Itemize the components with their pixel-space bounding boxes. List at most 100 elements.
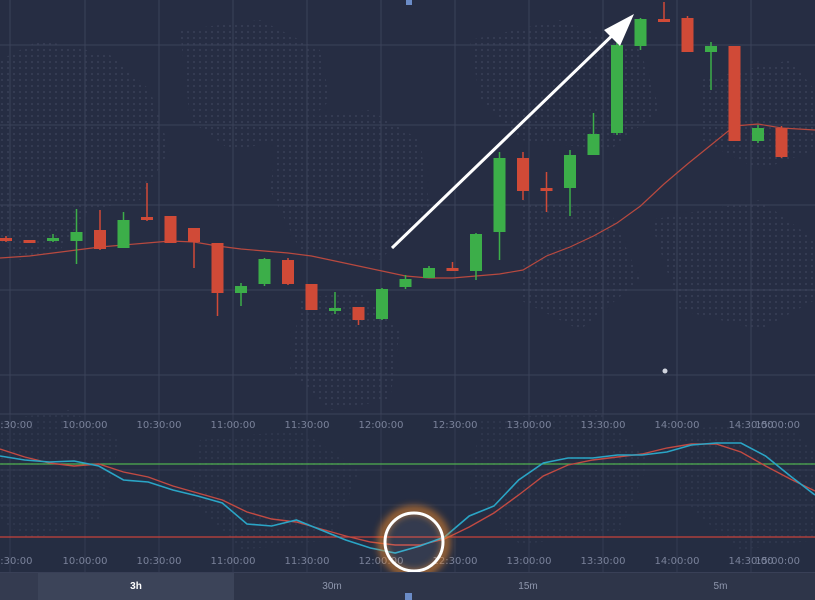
- time-axis-label: 13:00:00: [507, 420, 552, 431]
- candle-body: [117, 220, 130, 248]
- timeframe-15m-button[interactable]: 15m: [518, 581, 538, 592]
- candle: [728, 46, 741, 141]
- time-axis-label: 14:30:00: [729, 556, 774, 567]
- candle-body: [423, 268, 435, 278]
- candle: [211, 243, 224, 316]
- candle: [23, 240, 36, 243]
- candle: [470, 233, 482, 280]
- time-axis-label: 12:30:00: [433, 556, 478, 567]
- candle: [164, 216, 177, 243]
- time-axis-label: 15:00:00: [755, 556, 800, 567]
- candle-body: [517, 158, 529, 191]
- candle-body: [775, 128, 788, 157]
- timeframe-3h-button[interactable]: 3h: [38, 573, 234, 600]
- oscillator-fast-line: [0, 442, 815, 554]
- candle-body: [141, 217, 153, 220]
- candle: [517, 152, 529, 200]
- time-axis-label: 14:30:00: [729, 420, 774, 431]
- candle: [399, 275, 412, 289]
- candle: [235, 283, 247, 306]
- time-axis-label: 15:00:00: [755, 420, 800, 431]
- candle: [70, 209, 83, 264]
- candle-body: [0, 238, 12, 241]
- candle-body: [752, 128, 764, 141]
- time-axis-label: 13:00:00: [507, 556, 552, 567]
- candle-body: [376, 289, 388, 319]
- crossover-highlight-ring: [383, 511, 445, 572]
- cursor-dot: [662, 368, 668, 374]
- candle: [493, 152, 506, 260]
- candle-body: [70, 232, 83, 241]
- timeframe-30m-button[interactable]: 30m: [322, 581, 342, 592]
- crossover-highlight-glow: [378, 506, 450, 572]
- price-chart[interactable]: 09:30:00 10:00:00 10:30:00 11:00:00 11:30:00…: [0, 0, 815, 572]
- bottom-handle[interactable]: [405, 593, 412, 600]
- candle: [564, 150, 576, 216]
- candle: [611, 42, 623, 135]
- candle: [752, 125, 764, 143]
- time-axis-label: 11:00:00: [211, 556, 256, 567]
- time-axis-label: 11:30:00: [285, 420, 330, 431]
- candle-body: [634, 19, 647, 46]
- candle: [540, 172, 553, 212]
- time-axis-label: 10:30:00: [137, 420, 182, 431]
- candle-body: [493, 158, 506, 232]
- candle: [423, 266, 435, 278]
- time-axis-label: 11:30:00: [285, 556, 330, 567]
- time-axis-label: 12:00:00: [359, 556, 404, 567]
- candle-body: [681, 18, 694, 52]
- time-axis-label: 09:30:00: [0, 420, 32, 431]
- candle-body: [235, 286, 247, 293]
- time-axis-top: 09:30:00 10:00:00 10:30:00 11:00:00 11:30:00…: [0, 420, 800, 431]
- time-axis-label: 10:00:00: [63, 420, 108, 431]
- time-axis-label: 12:00:00: [359, 420, 404, 431]
- time-axis-label: 12:30:00: [433, 420, 478, 431]
- candle-body: [540, 188, 553, 191]
- candle-body: [705, 46, 717, 52]
- candle: [376, 288, 388, 320]
- candle: [329, 292, 341, 314]
- candle: [634, 18, 647, 50]
- candle-body: [211, 243, 224, 293]
- candle-body: [446, 268, 459, 271]
- candlestick-series: [0, 2, 788, 325]
- candle-body: [94, 230, 106, 249]
- time-axis-label: 11:00:00: [211, 420, 256, 431]
- time-axis-label: 14:00:00: [655, 420, 700, 431]
- chart-grid: [0, 0, 815, 572]
- candle: [0, 236, 12, 242]
- candle-body: [164, 216, 177, 243]
- time-axis-label: 13:30:00: [581, 556, 626, 567]
- candle-body: [611, 45, 623, 133]
- candle: [587, 113, 600, 155]
- time-axis-label: 13:30:00: [581, 420, 626, 431]
- candle-body: [188, 228, 200, 242]
- trend-arrow-shaft: [390, 26, 622, 250]
- candle: [258, 258, 271, 286]
- candle: [141, 183, 153, 221]
- timeframe-bar-left-pad: [0, 573, 38, 600]
- candle-body: [399, 279, 412, 287]
- candle: [282, 258, 294, 285]
- candle-body: [329, 308, 341, 311]
- timeframe-5m-button[interactable]: 5m: [713, 581, 728, 592]
- candle-body: [352, 307, 365, 320]
- candle-body: [587, 134, 600, 155]
- candle-body: [728, 46, 741, 141]
- trend-arrow-head: [604, 14, 634, 46]
- candle-body: [258, 259, 271, 284]
- candle: [446, 262, 459, 271]
- candle: [705, 42, 717, 90]
- time-axis-label: 10:30:00: [137, 556, 182, 567]
- top-handle[interactable]: [406, 0, 412, 5]
- candle-body: [282, 260, 294, 284]
- time-axis-label: 14:00:00: [655, 556, 700, 567]
- candle: [681, 16, 694, 52]
- candle-body: [305, 284, 318, 310]
- candle: [658, 2, 670, 22]
- candle: [117, 212, 130, 248]
- candle-body: [658, 19, 670, 22]
- time-axis-label: 09:30:00: [0, 556, 32, 567]
- time-axis-bottom: 09:30:00 10:00:00 10:30:00 11:00:00 11:30:00…: [0, 556, 800, 567]
